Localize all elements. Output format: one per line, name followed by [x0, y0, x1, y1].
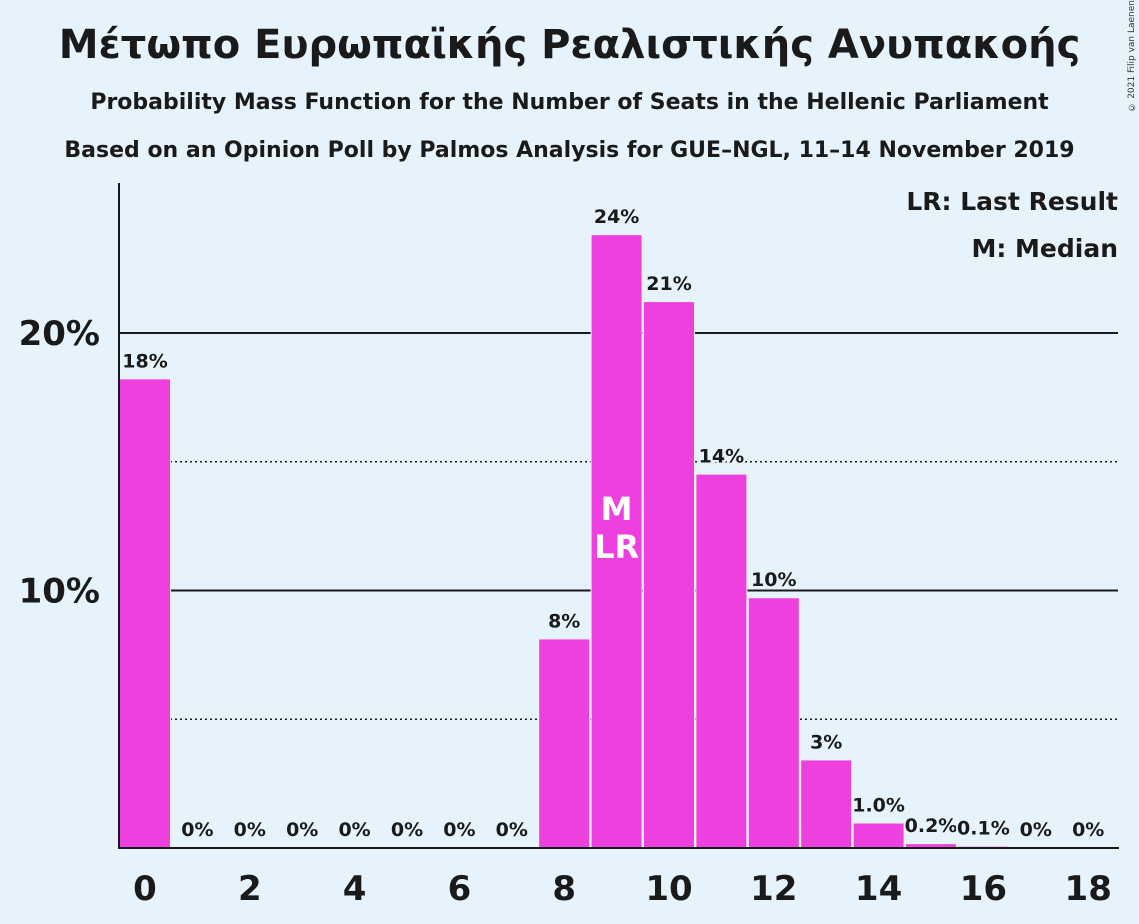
bar — [591, 235, 642, 848]
data-label: 3% — [810, 731, 842, 753]
data-label: 0% — [338, 819, 370, 841]
data-label: 1.0% — [852, 795, 905, 817]
data-label: 0.1% — [957, 818, 1010, 840]
chart-title: Μέτωπο Ευρωπαϊκής Ρεαλιστικής Ανυπακοής — [58, 22, 1081, 68]
x-tick-label: 16 — [960, 869, 1007, 909]
bar — [748, 598, 799, 848]
data-label: 8% — [548, 610, 580, 632]
bar — [853, 823, 904, 848]
y-tick-label: 20% — [19, 314, 100, 354]
legend-median: M: Median — [971, 234, 1118, 263]
data-label: 0% — [1072, 819, 1104, 841]
bar — [906, 844, 956, 848]
data-label: 0.2% — [905, 815, 958, 837]
data-label: 0% — [1020, 819, 1052, 841]
last-result-marker: LR — [594, 528, 639, 566]
legend-last-result: LR: Last Result — [906, 187, 1118, 216]
bar — [696, 474, 747, 848]
x-tick-label: 10 — [645, 869, 692, 909]
x-tick-label: 4 — [343, 869, 367, 909]
x-tick-label: 0 — [133, 869, 157, 909]
data-label: 0% — [234, 819, 266, 841]
chart-source: Based on an Opinion Poll by Palmos Analy… — [64, 138, 1075, 163]
data-label: 0% — [286, 819, 318, 841]
y-tick-label: 10% — [19, 572, 100, 612]
data-label: 21% — [646, 273, 691, 295]
data-label: 0% — [181, 819, 213, 841]
data-label: 18% — [122, 350, 167, 372]
data-label: 0% — [443, 819, 475, 841]
bar — [539, 639, 590, 848]
chart-subtitle: Probability Mass Function for the Number… — [90, 90, 1049, 115]
x-tick-label: 12 — [750, 869, 797, 909]
bar — [120, 379, 170, 848]
x-tick-label: 6 — [448, 869, 472, 909]
bar — [644, 302, 694, 849]
x-tick-label: 18 — [1065, 869, 1112, 909]
data-label: 10% — [751, 569, 796, 591]
data-label: 0% — [391, 819, 423, 841]
x-tick-label: 14 — [855, 869, 902, 909]
x-tick-label: 8 — [552, 869, 576, 909]
bar — [801, 760, 852, 848]
median-marker: M — [601, 490, 633, 528]
x-tick-label: 2 — [238, 869, 262, 909]
data-label: 14% — [699, 446, 744, 468]
data-label: 0% — [496, 819, 528, 841]
data-label: 24% — [594, 206, 639, 228]
